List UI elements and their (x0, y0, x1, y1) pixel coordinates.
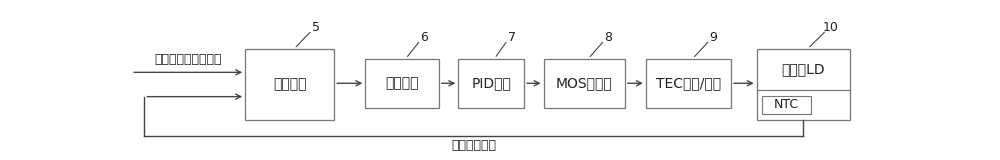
Text: 10: 10 (822, 21, 838, 34)
Text: 激光管LD: 激光管LD (781, 63, 825, 76)
Bar (544, 59, 625, 108)
Bar (458, 59, 524, 108)
Bar (646, 59, 731, 108)
Text: 电位器设定参考电压: 电位器设定参考电压 (154, 53, 222, 66)
Text: 5: 5 (312, 21, 320, 34)
Text: 温度信息反馈: 温度信息反馈 (451, 139, 496, 152)
Text: NTC: NTC (774, 98, 799, 111)
Text: TEC制冷/加热: TEC制冷/加热 (656, 76, 721, 90)
Bar (365, 59, 439, 108)
Bar (762, 96, 811, 114)
Text: MOS管驱动: MOS管驱动 (556, 76, 613, 90)
Bar (245, 49, 334, 120)
Text: 6: 6 (420, 31, 428, 44)
Text: 桥式电路: 桥式电路 (273, 77, 306, 92)
Text: 9: 9 (710, 31, 718, 44)
Text: 8: 8 (604, 31, 612, 44)
Text: 7: 7 (508, 31, 516, 44)
Bar (757, 49, 850, 120)
Text: 信号放大: 信号放大 (385, 76, 419, 90)
Text: PID调节: PID调节 (471, 76, 511, 90)
